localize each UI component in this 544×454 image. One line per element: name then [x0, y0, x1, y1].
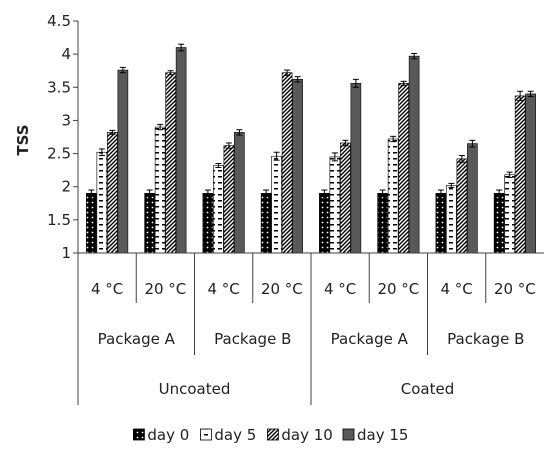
y-tick-label: 2: [61, 178, 71, 196]
bars-group: [86, 43, 536, 254]
coating-label: Uncoated: [159, 380, 231, 398]
bar-day5-group8: [504, 174, 515, 254]
bar-day0-group4: [260, 193, 272, 254]
bar-day10-group4: [281, 72, 293, 254]
y-tick-label: 4.5: [47, 12, 71, 30]
y-tick-label: 1: [61, 244, 71, 262]
temperature-label: 20 °C: [144, 280, 186, 298]
y-axis-label: TSS: [14, 124, 32, 155]
bar-day5-group4: [271, 155, 282, 254]
y-axis-ticks: 1 1.5 2 2.5 3 3.5 4 4.5: [47, 12, 78, 262]
bar-day5-group3: [213, 165, 224, 254]
package-label: Package B: [214, 330, 291, 348]
bar-day15-group7: [467, 143, 478, 254]
temperature-label: 4 °C: [324, 280, 356, 298]
axes-group: [77, 21, 544, 405]
bar-day0-group8: [493, 193, 505, 254]
bar-day15-group3: [234, 132, 245, 254]
bar-day10-group7: [456, 158, 468, 254]
legend-swatch-day0: [132, 428, 145, 441]
legend: day 0 day 5 day 10 day 15: [132, 426, 408, 444]
legend-label: day 0: [147, 426, 189, 444]
bar-day5-group2: [154, 126, 166, 254]
bar-day5-group7: [446, 185, 457, 254]
bar-day15-group4: [292, 79, 303, 254]
legend-label: day 5: [214, 426, 256, 444]
y-tick-label: 3.5: [47, 78, 71, 96]
package-label: Package A: [331, 330, 409, 348]
y-tick-label: 2.5: [47, 145, 71, 163]
bar-day10-group3: [223, 145, 235, 254]
legend-label: day 10: [281, 426, 332, 444]
y-tick-label: 1.5: [47, 211, 71, 229]
bar-day10-group5: [340, 142, 351, 254]
legend-label: day 15: [357, 426, 408, 444]
bar-day0-group3: [202, 193, 214, 254]
temperature-label: 20 °C: [261, 280, 303, 298]
bar-day15-group1: [117, 69, 129, 254]
bar-day15-group5: [350, 83, 362, 254]
bar-day0-group2: [144, 193, 155, 254]
bar-day5-group6: [387, 138, 399, 254]
bar-day0-group7: [435, 193, 447, 254]
temperature-label: 20 °C: [377, 280, 419, 298]
temperature-label: 4 °C: [207, 280, 239, 298]
bar-day5-group5: [329, 156, 341, 254]
package-label: Package B: [447, 330, 524, 348]
bar-day5-group1: [96, 151, 108, 254]
bar-day10-group2: [165, 72, 176, 254]
legend-swatch-day10: [266, 428, 279, 441]
temperature-label: 20 °C: [494, 280, 536, 298]
bar-day10-group1: [107, 132, 118, 254]
package-label: Package A: [98, 330, 176, 348]
bar-day0-group5: [319, 193, 330, 254]
bar-day15-group2: [175, 47, 187, 254]
bar-day15-group6: [408, 55, 420, 254]
bar-day15-group8: [525, 93, 536, 254]
bar-day0-group6: [377, 193, 388, 254]
coating-label: Coated: [401, 380, 454, 398]
category-axis-labels: 4 °C 20 °C 4 °C 20 °C 4 °C 20 °C 4 °C 20 °C Pack…: [91, 280, 536, 398]
bar-day10-group6: [398, 83, 409, 254]
y-tick-label: 4: [61, 45, 71, 63]
temperature-label: 4 °C: [440, 280, 472, 298]
temperature-label: 4 °C: [91, 280, 123, 298]
legend-swatch-day15: [342, 428, 355, 441]
bar-day10-group8: [514, 95, 526, 254]
y-tick-label: 3: [61, 111, 71, 129]
bar-day0-group1: [86, 193, 97, 254]
legend-swatch-day5: [199, 428, 212, 441]
